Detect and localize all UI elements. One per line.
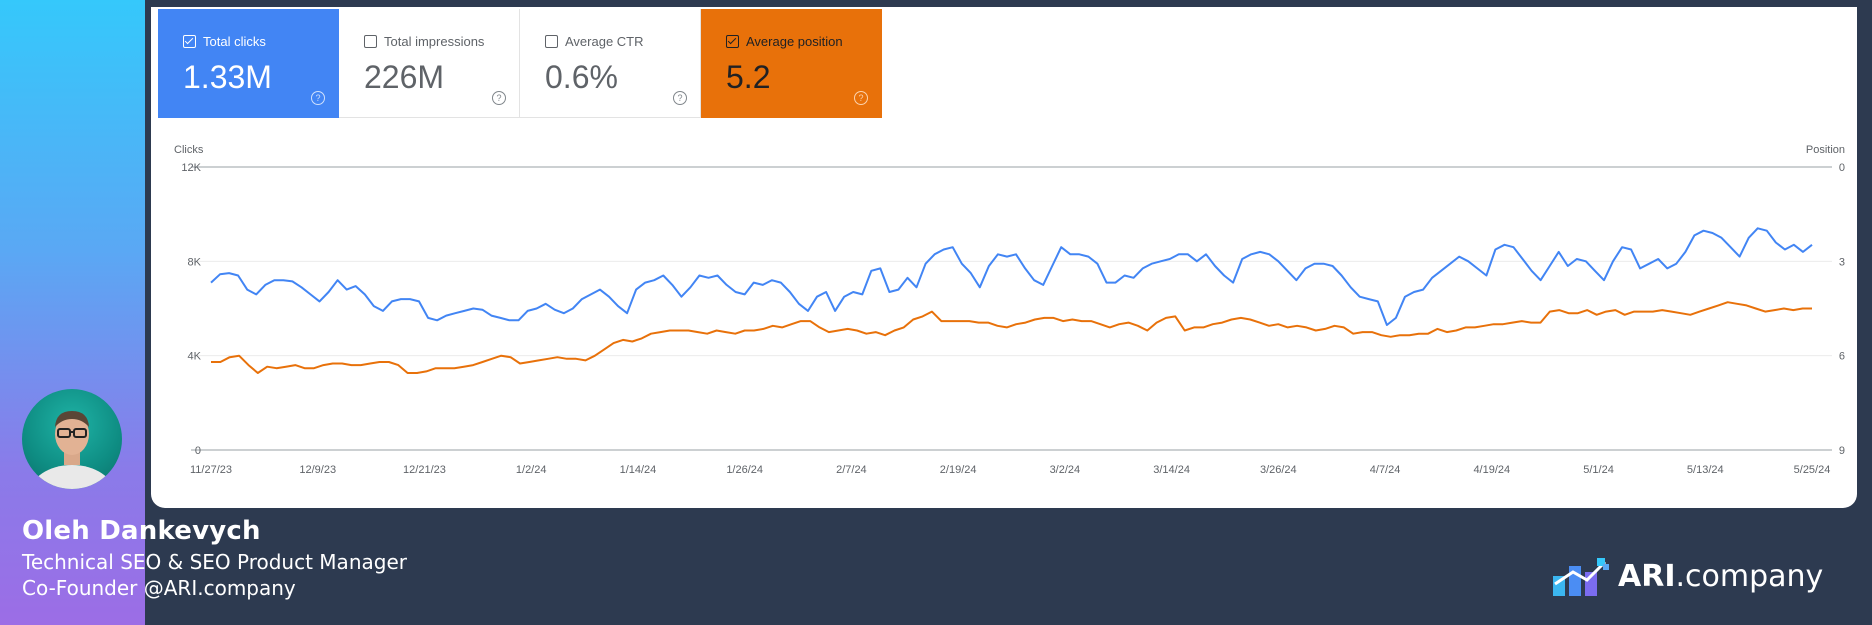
metric-label: Average CTR bbox=[565, 34, 644, 49]
x-axis-tick: 3/14/24 bbox=[1153, 464, 1190, 476]
x-axis-tick: 4/7/24 bbox=[1370, 464, 1401, 476]
x-axis-tick: 5/13/24 bbox=[1687, 464, 1724, 476]
x-axis-tick: 11/27/23 bbox=[190, 464, 232, 476]
metric-card-average-ctr[interactable]: Average CTR 0.6% ? bbox=[520, 9, 701, 118]
checkbox-unchecked-icon[interactable] bbox=[545, 35, 558, 48]
x-axis-tick: 3/2/24 bbox=[1050, 464, 1081, 476]
checkbox-checked-icon[interactable] bbox=[183, 35, 196, 48]
help-icon[interactable]: ? bbox=[854, 91, 868, 105]
help-icon[interactable]: ? bbox=[311, 91, 325, 105]
metric-value: 1.33M bbox=[183, 59, 272, 95]
right-axis-tick: 6 bbox=[1839, 351, 1845, 363]
x-axis-tick: 5/1/24 bbox=[1583, 464, 1614, 476]
gradient-sidebar bbox=[0, 0, 145, 625]
brand-name-rest: .company bbox=[1675, 559, 1824, 594]
x-axis-tick: 1/2/24 bbox=[516, 464, 547, 476]
performance-chart: Clicks Position 12K 8K 4K 0 0 3 6 9 11/27/23 12… bbox=[174, 144, 1845, 476]
left-axis-tick: 12K bbox=[181, 162, 201, 174]
left-axis-title: Clicks bbox=[174, 144, 204, 156]
metric-card-average-position[interactable]: Average position 5.2 ? bbox=[701, 9, 882, 118]
left-axis-tick: 8K bbox=[188, 256, 202, 268]
x-axis-tick: 12/21/23 bbox=[403, 464, 446, 476]
metric-value: 226M bbox=[364, 59, 445, 95]
right-axis-tick: 3 bbox=[1839, 256, 1845, 268]
checkbox-checked-icon[interactable] bbox=[726, 35, 739, 48]
metric-label: Total impressions bbox=[384, 34, 485, 49]
person-role: Technical SEO & SEO Product Manager bbox=[22, 550, 407, 574]
right-axis-tick: 9 bbox=[1839, 445, 1845, 457]
x-axis-tick: 1/26/24 bbox=[726, 464, 763, 476]
x-axis-tick: 5/25/24 bbox=[1794, 464, 1831, 476]
performance-panel: Total clicks 1.33M ? Total impressions 2… bbox=[151, 7, 1857, 508]
metric-value: 5.2 bbox=[726, 59, 771, 95]
brand-name-bold: ARI bbox=[1618, 559, 1676, 594]
checkbox-unchecked-icon[interactable] bbox=[364, 35, 377, 48]
x-axis-tick: 1/14/24 bbox=[620, 464, 657, 476]
x-axis-tick: 12/9/23 bbox=[299, 464, 336, 476]
clicks-series-line bbox=[210, 227, 1813, 326]
left-axis-tick: 4K bbox=[188, 351, 202, 363]
right-axis-tick: 0 bbox=[1839, 162, 1845, 174]
x-axis-tick: 4/19/24 bbox=[1473, 464, 1510, 476]
metric-label: Total clicks bbox=[203, 34, 266, 49]
brand-name: ARI.company bbox=[1618, 559, 1823, 594]
avatar bbox=[22, 389, 122, 489]
person-name: Oleh Dankevych bbox=[22, 516, 261, 546]
x-axis-tick: 2/19/24 bbox=[940, 464, 977, 476]
x-axis-tick: 3/26/24 bbox=[1260, 464, 1297, 476]
right-axis-title: Position bbox=[1806, 144, 1845, 156]
ari-logo-icon bbox=[1553, 558, 1609, 596]
metric-value: 0.6% bbox=[545, 59, 618, 95]
metric-label: Average position bbox=[746, 34, 843, 49]
person-company: Co-Founder @ARI.company bbox=[22, 576, 296, 600]
help-icon[interactable]: ? bbox=[492, 91, 506, 105]
help-icon[interactable]: ? bbox=[673, 91, 687, 105]
x-axis-tick: 2/7/24 bbox=[836, 464, 867, 476]
position-series-line bbox=[211, 301, 1812, 374]
metric-card-total-clicks[interactable]: Total clicks 1.33M ? bbox=[158, 9, 339, 118]
metric-card-total-impressions[interactable]: Total impressions 226M ? bbox=[339, 9, 520, 118]
left-axis-tick: 0 bbox=[195, 445, 201, 457]
